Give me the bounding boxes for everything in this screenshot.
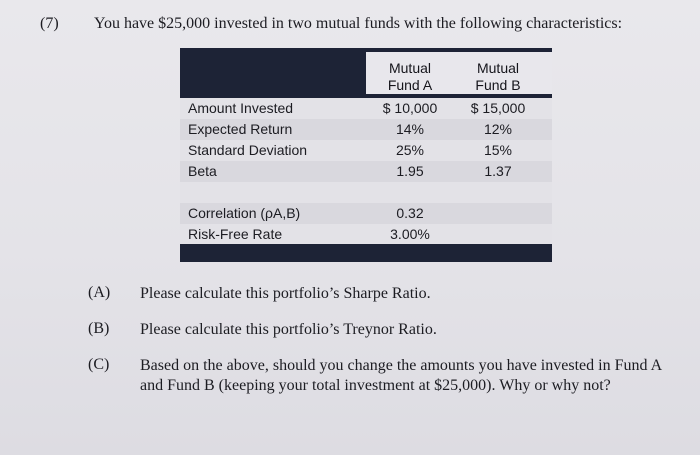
row-label: Expected Return <box>188 121 293 137</box>
fund-a-header-line2: Fund A <box>387 77 433 93</box>
table-row: Beta 1.95 1.37 <box>180 161 552 182</box>
part-letter: (A) <box>88 284 111 301</box>
column-header-fund-b: Mutual Fund B <box>458 60 538 94</box>
row-label: Standard Deviation <box>188 142 308 158</box>
part-text: Please calculate this portfolio’s Sharpe… <box>140 285 431 302</box>
fund-a-value: 25% <box>395 142 425 158</box>
table-row: Risk-Free Rate 3.00% <box>180 224 552 245</box>
fund-b-header-line2: Fund B <box>475 77 521 93</box>
table-row: Standard Deviation 25% 15% <box>180 140 552 161</box>
part-a: (A) Please calculate this portfolio’s Sh… <box>88 284 688 306</box>
part-text-line: and Fund B (keeping your total investmen… <box>140 377 611 394</box>
value: 3.00% <box>390 226 430 242</box>
value: 0.32 <box>396 205 424 221</box>
column-header-fund-a: Mutual Fund A <box>370 60 450 94</box>
fund-a-value: $ 10,000 <box>382 100 438 116</box>
fund-b-value: 1.37 <box>484 163 512 179</box>
fund-b-value: $ 15,000 <box>470 100 526 116</box>
fund-a-header-line1: Mutual <box>388 60 432 76</box>
fund-b-value: 12% <box>483 121 513 137</box>
fund-b-value: 15% <box>483 142 513 158</box>
fund-table: Mutual Fund A Mutual Fund B Amount Inves… <box>180 48 552 262</box>
table-row: Expected Return 14% 12% <box>180 119 552 140</box>
part-text: Please calculate this portfolio’s Treyno… <box>140 321 437 338</box>
fund-b-header-line1: Mutual <box>476 60 520 76</box>
part-text: Based on the above, should you change th… <box>140 356 662 396</box>
fund-a-value: 14% <box>395 121 425 137</box>
part-letter: (B) <box>88 320 110 337</box>
header-band-top <box>366 48 552 52</box>
question-number: (7) <box>40 15 59 32</box>
part-text-line: Based on the above, should you change th… <box>140 357 663 374</box>
part-letter: (C) <box>88 356 110 373</box>
fund-a-value: 1.95 <box>396 163 424 179</box>
part-b: (B) Please calculate this portfolio’s Tr… <box>88 320 688 342</box>
part-c: (C) Based on the above, should you chang… <box>88 356 688 400</box>
table-header: Mutual Fund A Mutual Fund B <box>180 48 552 98</box>
header-rule <box>180 94 552 98</box>
header-band <box>180 48 366 94</box>
row-label: Amount Invested <box>188 100 294 116</box>
row-label: Beta <box>188 163 217 179</box>
row-label: Correlation (ρA,B) <box>188 205 301 221</box>
table-footer-band <box>180 244 552 262</box>
table-row: Correlation (ρA,B) 0.32 <box>180 203 552 224</box>
row-label: Risk-Free Rate <box>188 226 283 242</box>
question-text: You have $25,000 invested in two mutual … <box>94 15 623 32</box>
table-row: Amount Invested $ 10,000 $ 15,000 <box>180 98 552 119</box>
